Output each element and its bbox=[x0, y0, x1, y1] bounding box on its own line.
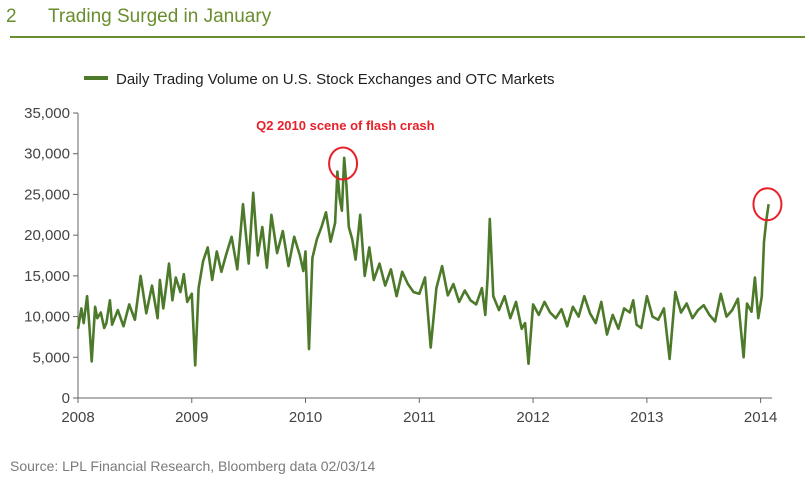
x-tick-label: 2009 bbox=[175, 409, 208, 426]
y-tick-label: 30,000 bbox=[24, 146, 70, 163]
y-tick-label: 35,000 bbox=[24, 105, 70, 122]
header-rule bbox=[10, 36, 805, 38]
x-tick-label: 2008 bbox=[61, 409, 94, 426]
annotations: Q2 2010 scene of flash crash bbox=[256, 118, 783, 222]
x-tick-label: 2012 bbox=[516, 409, 549, 426]
y-tick-label: 10,000 bbox=[24, 309, 70, 326]
y-tick-label: 15,000 bbox=[24, 268, 70, 285]
chart-title: Trading Surged in January bbox=[48, 6, 272, 27]
flash-crash-annotation: Q2 2010 scene of flash crash bbox=[256, 118, 435, 133]
plot-area bbox=[76, 156, 770, 367]
y-tick-label: 25,000 bbox=[24, 186, 70, 203]
highlight-circle bbox=[752, 187, 783, 222]
chart-header: 2 Trading Surged in January bbox=[6, 6, 271, 28]
x-tick-label: 2010 bbox=[289, 409, 322, 426]
y-tick-label: 0 bbox=[62, 390, 70, 407]
chart-axes: 0 5,000 10,000 15,000 20,000 25,000 30,000 35,0… bbox=[24, 105, 777, 426]
series-line bbox=[76, 156, 770, 367]
y-tick-label: 5,000 bbox=[32, 349, 70, 366]
highlight-circle bbox=[328, 146, 359, 181]
chart-legend: Daily Trading Volume on U.S. Stock Excha… bbox=[84, 71, 555, 88]
x-tick-label: 2011 bbox=[403, 409, 435, 426]
source-note: Source: LPL Financial Research, Bloomber… bbox=[10, 458, 376, 474]
legend-label: Daily Trading Volume on U.S. Stock Excha… bbox=[116, 71, 555, 88]
x-tick-label: 2014 bbox=[744, 409, 777, 426]
x-tick-label: 2013 bbox=[630, 409, 663, 426]
figure-number: 2 bbox=[6, 6, 17, 27]
y-tick-label: 20,000 bbox=[24, 227, 70, 244]
